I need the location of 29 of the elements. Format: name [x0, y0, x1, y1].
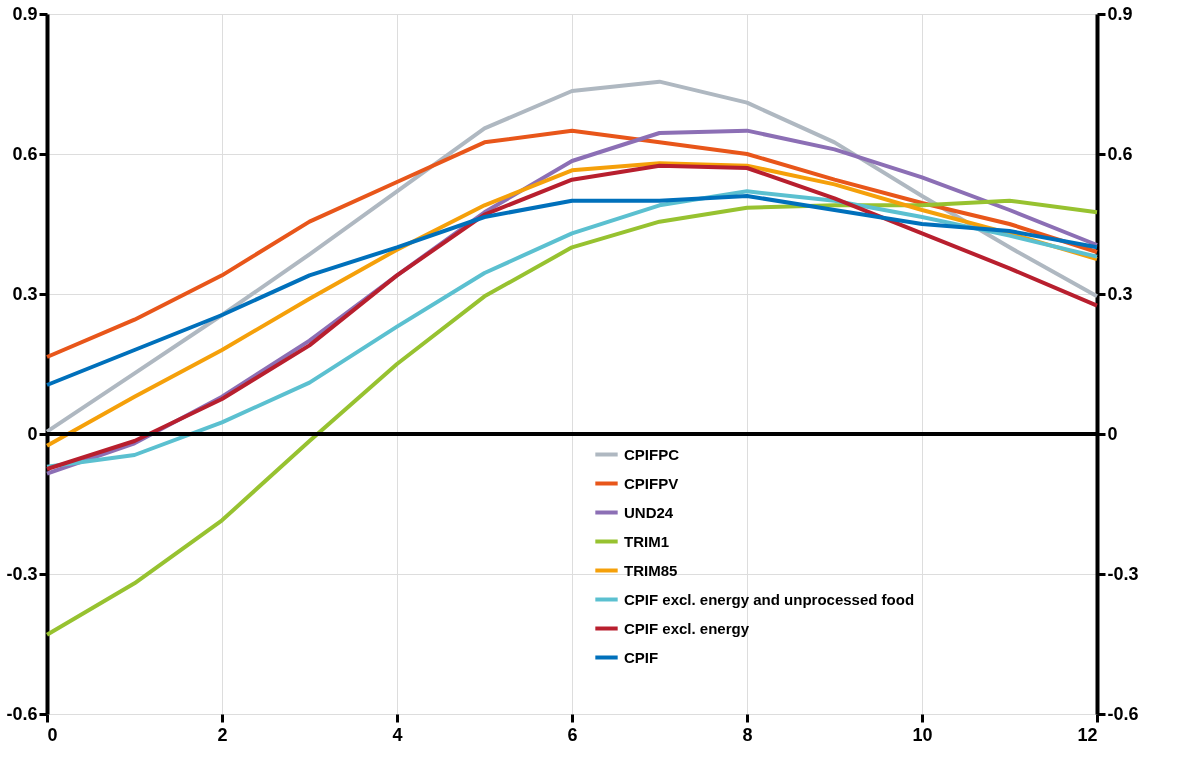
legend-label: CPIFPC	[624, 445, 680, 463]
x-tick-label: 10	[912, 724, 933, 745]
y2-tick-label: 0	[1107, 423, 1118, 444]
y-tick-label: 0	[27, 423, 38, 444]
x-tick-label: 4	[392, 724, 403, 745]
line-series	[45, 194, 1099, 387]
legend-label: CPIF	[624, 648, 659, 666]
y2-tick-label: 0.3	[1107, 283, 1133, 304]
line-series	[45, 128, 1099, 359]
legend-label: UND24	[624, 503, 674, 521]
x-tick-label: 6	[567, 724, 578, 745]
x-tick-label: 12	[1077, 724, 1098, 745]
y2-tick-label: 0.6	[1107, 143, 1133, 164]
y2-tick-label: -0.3	[1107, 563, 1139, 584]
legend-label: CPIFPV	[624, 474, 679, 492]
x-tick-label: 8	[742, 724, 753, 745]
y2-tick-label: 0.9	[1107, 3, 1133, 24]
y-tick-label: 0.3	[12, 283, 38, 304]
y-tick-label: -0.3	[6, 563, 38, 584]
y-tick-label: 0.6	[12, 143, 38, 164]
legend-label: TRIM85	[624, 561, 678, 579]
x-tick-label: 0	[47, 724, 58, 745]
legend-label: TRIM1	[624, 532, 669, 550]
x-tick-label: 2	[217, 724, 228, 745]
y2-tick-label: -0.6	[1107, 703, 1139, 724]
legend-label: CPIF excl. energy and unprocessed food	[624, 590, 915, 608]
y-tick-label: 0.9	[12, 3, 38, 24]
y-tick-label: -0.6	[6, 703, 38, 724]
legend-label: CPIF excl. energy	[624, 619, 750, 637]
